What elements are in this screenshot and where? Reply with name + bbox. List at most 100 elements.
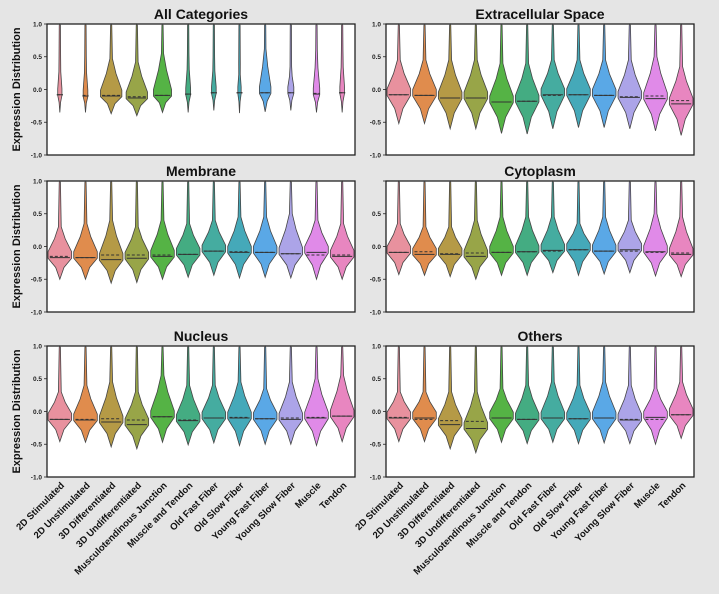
y-tick-label: -0.5 [31,277,43,284]
violin-body [211,23,217,111]
violin-musculotendinous-junction [489,180,514,277]
violin-2d-unstimulated [73,345,98,444]
violin-body [514,23,540,135]
y-tick-label: 1.0 [372,21,381,28]
violin-body [98,180,124,285]
violin-young-fast-fiber [591,180,617,276]
violin-body [540,180,566,274]
violin-old-fast-fiber [201,180,227,277]
y-tick-label: 0.0 [372,244,381,251]
violin-old-fast-fiber [210,23,217,111]
violin-body [252,180,278,279]
y-tick-label: 0.0 [33,409,42,416]
violin-3d-undifferentiated [124,180,150,284]
violin-musculotendinous-junction [489,23,514,134]
plot-area [385,23,695,156]
violin-muscle-and-tendon [175,345,201,447]
violin-body [185,23,192,113]
violin-old-slow-fiber [227,180,252,280]
violin-muscle-and-tendon [185,23,192,113]
violin-body [259,23,272,112]
violin-old-fast-fiber [201,345,227,445]
y-tick-label: 0.0 [33,87,42,94]
violin-3d-undifferentiated [463,23,489,131]
violin-tendon [668,23,694,136]
panel-title: Extracellular Space [475,6,604,22]
violin-body [227,345,252,448]
panel-title: Membrane [166,163,236,179]
violin-old-slow-fiber [227,345,252,448]
violin-body [175,180,201,279]
violin-body [386,180,412,276]
violin-body [201,180,227,277]
violin-muscle-and-tendon [514,180,540,277]
violin-musculotendinous-junction [150,345,175,444]
violin-body [312,23,321,113]
violin-body [437,23,463,131]
violin-body [591,345,617,445]
violin-young-slow-fiber [278,180,304,280]
y-tick-label: 0.0 [372,87,381,94]
violin-body [73,345,98,444]
violin-body [252,345,278,446]
y-tick-label: 0.5 [33,211,42,218]
y-tick-label: 0.5 [372,211,381,218]
violin-body [47,180,73,281]
y-tick-label: -0.5 [31,442,43,449]
y-tick-label: -1.0 [370,474,382,481]
violin-young-fast-fiber [252,180,278,279]
violin-tendon [668,345,694,440]
violin-musculotendinous-junction [489,345,514,444]
y-tick-label: 0.0 [372,409,381,416]
y-axis-label: Expression Distribution [11,349,23,473]
panel-title: Others [517,328,562,344]
violin-3d-undifferentiated [463,180,489,281]
violin-muscle-and-tendon [175,180,201,279]
violin-body [100,23,123,115]
violin-young-fast-fiber [259,23,272,112]
panel-cytoplasm: Cytoplasm 0.5 0.0 -0.5 -1.0 [370,163,695,316]
violin-muscle [643,345,668,446]
violin-body [566,23,591,128]
panel-nucleus: Nucleus 1.0 0.5 0.0 -0.5 -1.0 Expression Distr… [11,328,356,577]
panel-all-categories: All Categories 1.0 0.5 0.0 -0.5 -1.0 Expressio… [11,6,356,159]
y-axis-label: Expression Distribution [11,184,23,308]
violin-body [124,345,150,451]
plot-area [385,345,695,478]
violin-muscle [304,345,329,448]
violin-3d-undifferentiated [125,23,148,117]
violin-muscle-and-tendon [514,23,540,135]
violin-body [124,180,150,284]
violin-tendon [329,345,355,444]
violin-3d-undifferentiated [463,345,489,455]
violin-muscle [312,23,321,113]
panel-title: Nucleus [174,328,229,344]
y-tick-label: 0.5 [372,376,381,383]
violin-body [437,180,463,278]
violin-body [287,23,295,111]
violin-tendon [339,23,346,113]
violin-body [540,23,566,129]
violin-body [237,23,242,114]
violin-musculotendinous-junction [153,23,172,114]
violin-old-slow-fiber [566,180,591,277]
violin-3d-differentiated [100,23,123,115]
violin-old-fast-fiber [540,180,566,274]
violin-body [201,345,227,445]
y-tick-label: -0.5 [370,442,382,449]
panel-title: Cytoplasm [504,163,576,179]
y-tick-label: -1.0 [31,474,43,481]
violin-3d-differentiated [98,180,124,285]
violin-body [339,23,345,113]
violin-2d-stimulated [47,180,73,281]
violin-3d-differentiated [437,23,463,131]
y-tick-label: 1.0 [372,343,381,350]
violin-young-slow-fiber [287,23,295,111]
violin-body [463,180,489,281]
violin-3d-differentiated [98,345,124,449]
violin-body [489,23,514,134]
violin-body [150,345,175,444]
violin-body [329,345,355,444]
violin-young-slow-fiber [278,345,304,446]
violin-2d-stimulated [386,23,412,126]
